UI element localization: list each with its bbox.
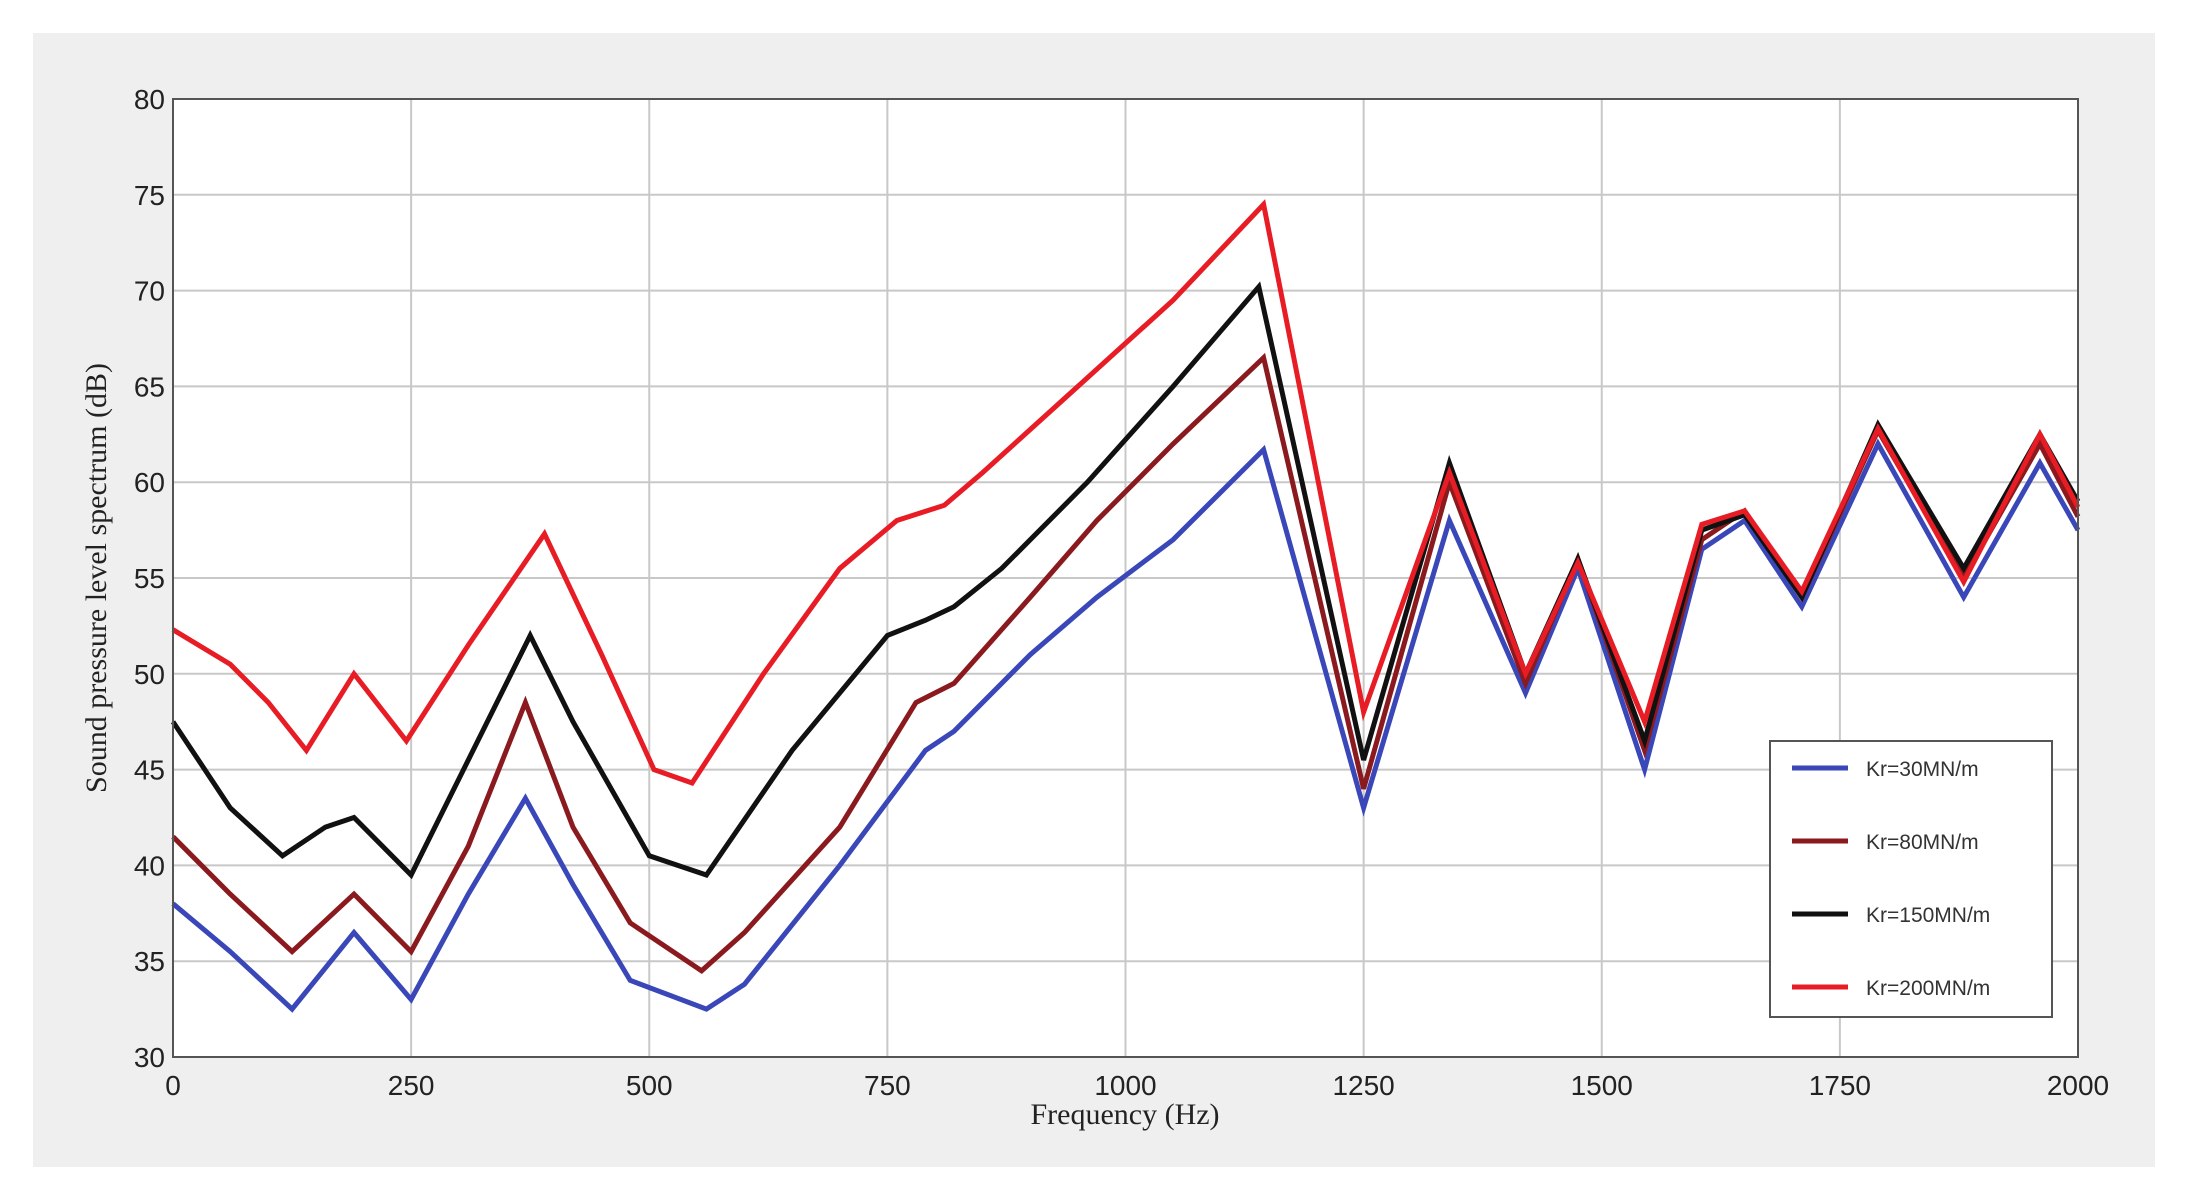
legend-label: Kr=30MN/m: [1866, 758, 1979, 781]
y-tick-label: 60: [134, 467, 165, 498]
x-tick-labels: 0 250 500 750 1000 1250 1500 1750 2000: [165, 1070, 2109, 1101]
legend-label: Kr=200MN/m: [1866, 977, 1990, 1000]
series-line: [171, 438, 2081, 1013]
x-tick-label: 1000: [1094, 1070, 1156, 1101]
plot-border: [172, 98, 2079, 1058]
x-tick-label: 750: [864, 1070, 911, 1101]
x-tick-label: 1750: [1809, 1070, 1871, 1101]
y-tick-label: 40: [134, 850, 165, 881]
x-axis-title: Frequency (Hz): [1030, 1098, 1219, 1131]
x-tick-label: 0: [165, 1070, 181, 1101]
x-tick-label: 250: [388, 1070, 435, 1101]
y-tick-label: 55: [134, 563, 165, 594]
y-tick-label: 75: [134, 180, 165, 211]
x-tick-label: 2000: [2047, 1070, 2109, 1101]
legend: Kr=30MN/m Kr=80MN/m Kr=150MN/m Kr=200MN/m: [1769, 740, 2053, 1018]
y-tick-label: 65: [134, 371, 165, 402]
y-tick-label: 80: [134, 84, 165, 115]
x-tick-label: 500: [626, 1070, 673, 1101]
legend-label: Kr=80MN/m: [1866, 831, 1979, 854]
legend-box: [1769, 740, 2053, 1018]
series-lines: [170, 199, 2081, 1013]
y-axis-title: Sound pressure level spectrum (dB): [80, 363, 113, 793]
legend-label: Kr=150MN/m: [1866, 904, 1990, 927]
x-tick-label: 1500: [1571, 1070, 1633, 1101]
y-tick-label: 50: [134, 659, 165, 690]
y-tick-labels: 30 35 40 45 50 55 60 65 70 75 80: [134, 84, 165, 1073]
y-tick-label: 70: [134, 276, 165, 307]
x-tick-label: 1250: [1332, 1070, 1394, 1101]
y-tick-label: 35: [134, 946, 165, 977]
y-tick-label: 30: [134, 1042, 165, 1073]
y-tick-label: 45: [134, 755, 165, 786]
series-line: [171, 199, 2081, 787]
